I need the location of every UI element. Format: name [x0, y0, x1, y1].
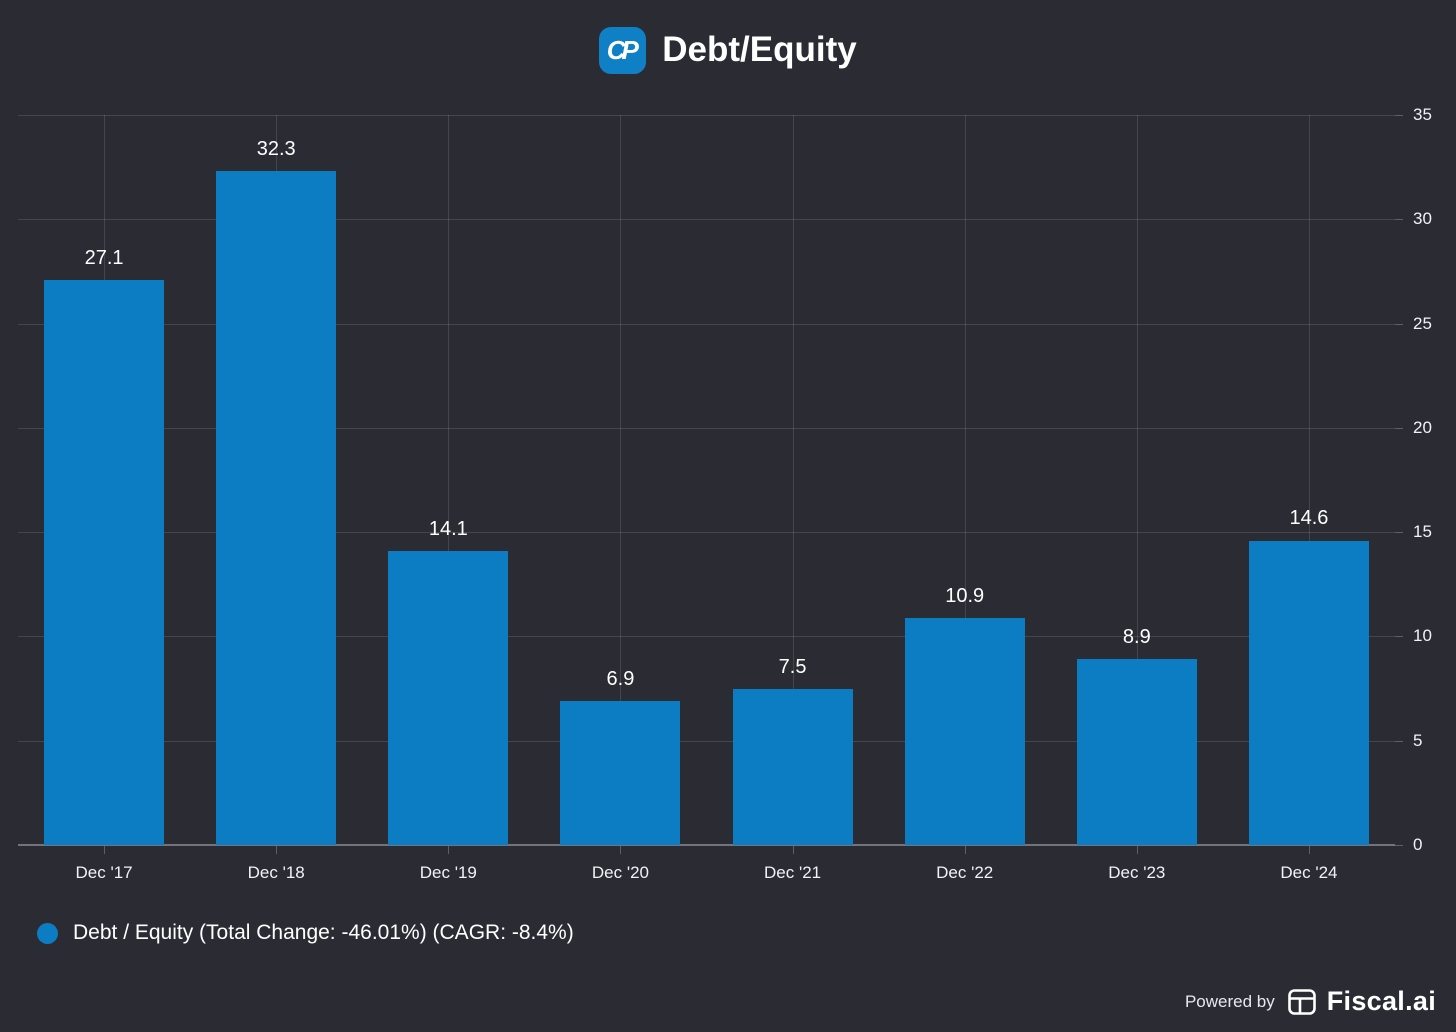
bar-dec18[interactable] [216, 171, 337, 845]
y-gridline [18, 219, 1395, 221]
x-axis-tick-label: Dec '17 [75, 863, 133, 882]
x-gridline [1136, 115, 1138, 845]
y-axis-tick [1395, 323, 1403, 325]
x-gridline [964, 115, 966, 845]
legend-marker-icon [37, 922, 58, 944]
x-axis-tick-label: Dec '23 [1108, 863, 1166, 882]
x-axis-tick-label: Dec '20 [591, 863, 649, 882]
x-axis-tick [792, 846, 794, 854]
y-axis-tick [1395, 636, 1403, 638]
y-axis-tick-label: 25 [1413, 313, 1432, 333]
x-axis-tick-label: Dec '18 [247, 863, 305, 882]
x-axis-tick [620, 846, 622, 854]
y-gridline [18, 532, 1395, 534]
brand-name: Fiscal.ai [1326, 986, 1436, 1016]
y-axis-tick [1395, 845, 1403, 846]
plot-area [18, 115, 1403, 854]
x-axis-tick-label: Dec '22 [936, 863, 994, 882]
x-axis-tick-label: Dec '24 [1280, 863, 1338, 882]
y-gridline [18, 636, 1395, 638]
legend[interactable]: Debt / Equity (Total Change: -46.01%) (C… [37, 921, 574, 945]
x-axis-tick-label: Dec '19 [419, 863, 477, 882]
y-axis-tick-label: 35 [1413, 105, 1432, 124]
powered-by-text: Powered by [1184, 991, 1275, 1011]
y-gridline [18, 740, 1395, 742]
y-axis-tick-label: 15 [1413, 522, 1432, 542]
y-axis-tick [1395, 740, 1403, 742]
x-axis-tick [448, 846, 450, 854]
bar-value-label: 7.5 [778, 655, 807, 678]
bar-dec19[interactable] [388, 550, 509, 845]
y-gridline [18, 427, 1395, 429]
y-axis-tick-label: 30 [1413, 209, 1432, 229]
x-gridline [620, 115, 622, 845]
bar-dec20[interactable] [560, 701, 681, 845]
x-axis-tick [104, 846, 106, 854]
bar-value-label: 6.9 [606, 668, 635, 691]
bar-value-label: 10.9 [945, 584, 985, 607]
bar-value-label: 14.6 [1289, 507, 1329, 530]
x-gridline [1308, 115, 1310, 845]
company-logo-monogram: CP [606, 34, 639, 65]
bar-value-label: 8.9 [1122, 626, 1151, 649]
y-axis-tick-label: 10 [1413, 626, 1432, 646]
footer-attribution: Powered by Fiscal.ai [1185, 986, 1436, 1017]
x-axis-line [18, 844, 1395, 846]
bar-dec24[interactable] [1248, 540, 1369, 845]
bar-value-label: 27.1 [84, 246, 124, 269]
y-axis-tick [1395, 427, 1403, 429]
bar-value-label: 32.3 [256, 138, 296, 161]
y-axis-tick-label: 5 [1413, 730, 1423, 750]
chart-header: CP Debt/Equity [0, 0, 1456, 100]
bar-dec22[interactable] [904, 617, 1025, 845]
bar-dec17[interactable] [44, 279, 165, 845]
bar-value-label: 14.1 [428, 517, 468, 540]
x-gridline [792, 115, 794, 845]
legend-label: Debt / Equity (Total Change: -46.01%) (C… [73, 921, 574, 944]
company-logo: CP [599, 26, 647, 74]
x-gridline [448, 115, 450, 845]
x-axis-tick-label: Dec '21 [764, 863, 822, 882]
x-axis-tick [1308, 846, 1310, 854]
y-axis-tick-label: 20 [1413, 417, 1432, 437]
chart-title: Debt/Equity [662, 30, 857, 69]
y-axis-tick [1395, 115, 1403, 116]
bar-dec21[interactable] [732, 688, 853, 845]
y-axis-tick [1395, 219, 1403, 221]
y-gridline [18, 115, 1395, 116]
fiscal-ai-logo-icon [1287, 987, 1317, 1017]
y-axis-tick-label: 0 [1413, 835, 1423, 854]
x-axis-tick [964, 846, 966, 854]
y-gridline [18, 323, 1395, 325]
x-axis-tick [1136, 846, 1138, 854]
x-axis-tick [276, 846, 278, 854]
y-axis-tick [1395, 532, 1403, 534]
bar-dec23[interactable] [1076, 659, 1197, 845]
